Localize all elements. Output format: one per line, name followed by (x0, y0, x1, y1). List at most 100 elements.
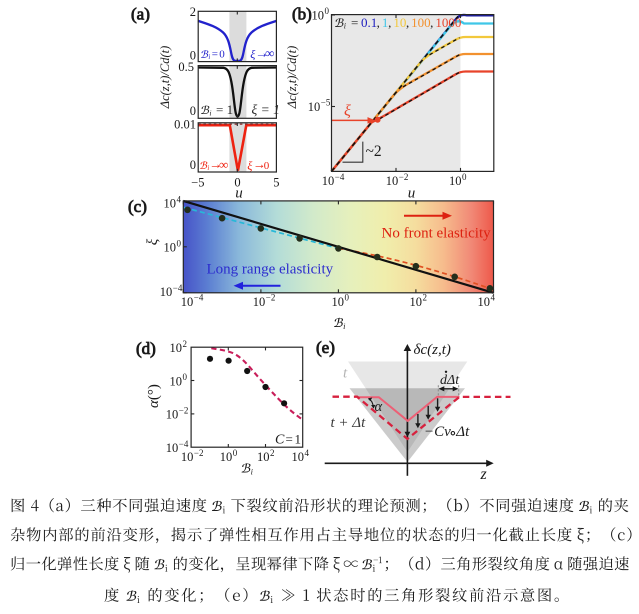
svg-text:10: 10 (410, 295, 423, 309)
svg-text:10: 10 (393, 15, 406, 30)
svg-text:−5: −5 (321, 98, 331, 108)
svg-text:→: → (209, 157, 222, 172)
svg-text:0: 0 (325, 6, 330, 16)
svg-text:i: i (208, 54, 210, 61)
svg-text:(d): (d) (136, 339, 156, 358)
svg-text:ξ: ξ (250, 47, 256, 61)
svg-text:→: → (255, 46, 269, 61)
svg-text:0: 0 (177, 238, 182, 248)
svg-text:−Cv: −Cv (424, 424, 451, 440)
svg-text:i: i (209, 109, 211, 118)
svg-text:i: i (207, 165, 209, 172)
svg-text:~2: ~2 (366, 143, 382, 160)
svg-text:Δc(z,t)/Cd(t): Δc(z,t)/Cd(t) (158, 46, 172, 110)
svg-text:i: i (344, 22, 346, 31)
svg-text:0: 0 (219, 49, 225, 61)
svg-text:1: 1 (295, 432, 302, 447)
svg-text:1000: 1000 (435, 15, 461, 30)
svg-text:10: 10 (170, 341, 183, 355)
svg-text:10: 10 (166, 408, 179, 422)
svg-text:dΔt: dΔt (440, 373, 460, 388)
svg-text:10: 10 (312, 8, 325, 22)
svg-text:0: 0 (190, 158, 196, 172)
svg-text:α: α (375, 399, 383, 415)
svg-text:ξ: ξ (145, 238, 161, 245)
svg-text:No front elasticity: No front elasticity (382, 225, 492, 241)
svg-text:10: 10 (160, 285, 173, 299)
svg-text:10: 10 (332, 295, 345, 309)
svg-text:,: , (388, 15, 391, 30)
svg-text:u: u (235, 186, 243, 202)
svg-text:∞: ∞ (219, 157, 228, 172)
svg-text:−2: −2 (266, 293, 276, 303)
svg-text:10: 10 (181, 295, 194, 309)
svg-text:10: 10 (253, 295, 265, 309)
svg-text:0: 0 (183, 372, 188, 382)
svg-text:5: 5 (273, 175, 279, 189)
svg-text:(e): (e) (316, 338, 335, 357)
svg-text:10: 10 (478, 295, 491, 309)
svg-text:2: 2 (190, 5, 196, 19)
svg-text:,: , (430, 15, 433, 30)
svg-text:Δt: Δt (455, 424, 470, 440)
svg-text:2: 2 (423, 293, 428, 303)
svg-text:ξ = 1: ξ = 1 (252, 102, 280, 117)
svg-text:i: i (251, 467, 254, 476)
svg-text:10: 10 (166, 441, 179, 455)
svg-text:−4: −4 (194, 293, 204, 303)
svg-text:0: 0 (462, 172, 467, 182)
svg-text:−2: −2 (179, 405, 189, 415)
svg-text:t: t (343, 366, 348, 382)
svg-text:ξ: ξ (344, 103, 351, 120)
svg-text:10: 10 (164, 241, 177, 255)
svg-text:t + Δt: t + Δt (331, 415, 367, 431)
svg-text:2: 2 (270, 448, 275, 458)
svg-text:0: 0 (345, 293, 350, 303)
svg-text:10: 10 (386, 174, 399, 188)
svg-text:,: , (377, 15, 380, 30)
svg-text:ξ: ξ (247, 158, 253, 172)
svg-text:−5: −5 (191, 175, 204, 189)
svg-text:−4: −4 (335, 172, 345, 182)
svg-text:,: , (406, 15, 409, 30)
svg-text:Long range elasticity: Long range elasticity (207, 262, 334, 278)
svg-text:−2: −2 (194, 448, 204, 458)
svg-text:10: 10 (257, 450, 270, 464)
svg-text:1: 1 (382, 15, 389, 30)
svg-text:C: C (275, 433, 285, 448)
svg-text:i: i (343, 322, 346, 331)
svg-text:4: 4 (305, 448, 310, 458)
svg-text:10: 10 (292, 450, 305, 464)
svg-text:10: 10 (449, 174, 462, 188)
svg-text:10: 10 (322, 174, 335, 188)
svg-text:= 1: = 1 (216, 102, 233, 117)
svg-text:10: 10 (181, 450, 194, 464)
svg-text:0.5: 0.5 (178, 60, 194, 74)
svg-text:10: 10 (170, 374, 183, 388)
svg-text:Δc(z,t)/Cd(t): Δc(z,t)/Cd(t) (285, 46, 299, 110)
svg-text:=: = (286, 432, 293, 447)
svg-text:0.01: 0.01 (174, 117, 196, 131)
svg-text:0: 0 (264, 160, 270, 172)
svg-text:∞: ∞ (265, 46, 274, 61)
svg-text:=: = (212, 49, 218, 61)
svg-text:0: 0 (190, 104, 196, 118)
svg-text:−4: −4 (173, 283, 183, 293)
svg-text:−2: −2 (399, 172, 409, 182)
svg-text:0: 0 (190, 49, 196, 63)
svg-text:100: 100 (411, 15, 431, 30)
svg-text:δc(z,t): δc(z,t) (414, 342, 451, 358)
svg-text:0.1: 0.1 (361, 15, 377, 30)
svg-text:=: = (351, 15, 358, 30)
svg-text:→: → (253, 157, 266, 172)
svg-text:0: 0 (233, 448, 238, 458)
svg-text:4: 4 (491, 293, 496, 303)
svg-text:4: 4 (177, 194, 182, 204)
svg-text:(a): (a) (131, 5, 150, 24)
svg-text:u: u (408, 186, 416, 202)
svg-text:−4: −4 (179, 439, 189, 449)
svg-text:(c): (c) (128, 197, 147, 216)
svg-text:10: 10 (220, 450, 233, 464)
svg-text:z: z (480, 466, 488, 483)
svg-text:α(°): α(°) (146, 384, 162, 408)
